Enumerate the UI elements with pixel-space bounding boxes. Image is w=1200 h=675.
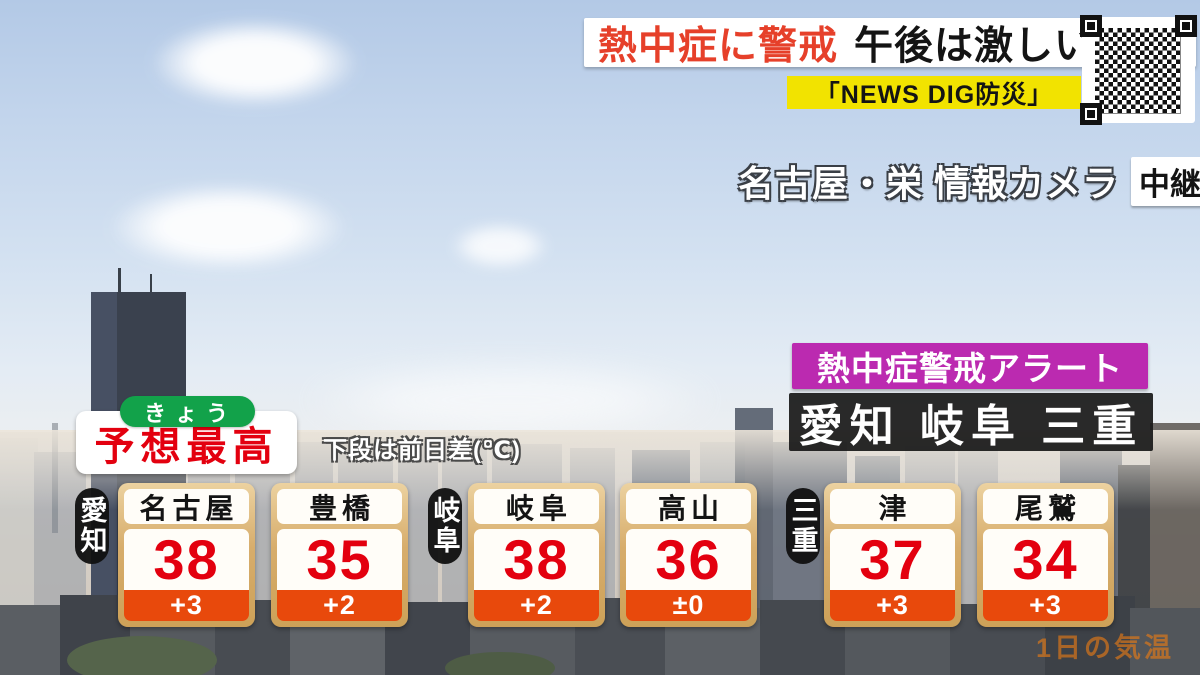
temp-card-toyohashi: 豊橋 35 +2 — [271, 483, 408, 627]
headline-alert-text: 熱中症に警戒 — [598, 24, 839, 68]
prefecture-label-gifu: 岐阜 — [428, 488, 462, 564]
city-name: 名古屋 — [124, 489, 249, 524]
qr-finder-icon — [1080, 15, 1102, 37]
temp-card-gifu: 岐阜 38 +2 — [468, 483, 605, 627]
max-temp: 37 — [830, 529, 955, 590]
temp-card-tsu: 津 37 +3 — [824, 483, 961, 627]
qr-pattern — [1095, 28, 1181, 114]
newsdig-banner: 「NEWS DIG防災」 — [787, 76, 1081, 109]
qr-code — [1080, 15, 1197, 125]
watermark-text: 1日の気温 — [1036, 633, 1175, 663]
diff-note-text: 下段は前日差(℃) — [323, 437, 522, 464]
max-temp: 38 — [474, 529, 599, 590]
qr-finder-icon — [1175, 15, 1197, 37]
city-name: 岐阜 — [474, 489, 599, 524]
max-temp: 35 — [277, 529, 402, 590]
city-name: 津 — [830, 489, 955, 524]
heatstroke-alert-banner: 熱中症警戒アラート — [792, 343, 1148, 389]
qr-finder-icon — [1080, 103, 1102, 125]
temp-diff: +3 — [983, 590, 1108, 621]
max-temp: 38 — [124, 529, 249, 590]
live-relay-badge: 中継 — [1131, 156, 1200, 206]
temp-diff: +2 — [277, 590, 402, 621]
temp-diff: +2 — [474, 590, 599, 621]
prefecture-label-mie: 三重 — [786, 488, 820, 564]
temp-card-nagoya: 名古屋 38 +3 — [118, 483, 255, 627]
max-temp: 34 — [983, 529, 1108, 590]
alert-areas-banner: 愛知 岐阜 三重 — [789, 393, 1153, 451]
camera-caption: 名古屋・栄 情報カメラ 中継 — [738, 156, 1200, 206]
temp-card-takayama: 高山 36 ±0 — [620, 483, 757, 627]
city-name: 豊橋 — [277, 489, 402, 524]
temp-diff: ±0 — [626, 590, 751, 621]
temp-card-owase: 尾鷲 34 +3 — [977, 483, 1114, 627]
cloud — [450, 222, 550, 270]
temp-diff: +3 — [830, 590, 955, 621]
max-temp: 36 — [626, 529, 751, 590]
cloud — [108, 182, 348, 272]
temp-diff: +3 — [124, 590, 249, 621]
cloud — [150, 18, 360, 108]
camera-location-text: 名古屋・栄 情報カメラ — [738, 163, 1120, 204]
city-name: 尾鷲 — [983, 489, 1108, 524]
day-label-pill: きょう — [120, 396, 255, 427]
prefecture-label-aichi: 愛知 — [75, 488, 109, 564]
haze-cloud — [300, 360, 720, 440]
city-name: 高山 — [626, 489, 751, 524]
